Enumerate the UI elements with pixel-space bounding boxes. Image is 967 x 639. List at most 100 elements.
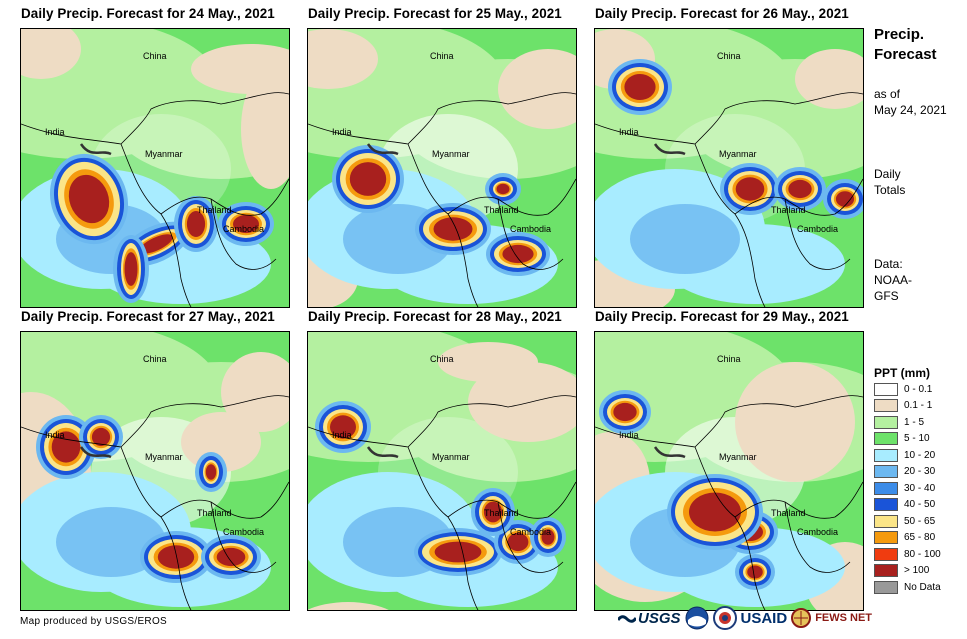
legend-item: 20 - 30 <box>874 464 935 480</box>
map-label-china: China <box>717 51 741 61</box>
legend-swatch <box>874 481 898 495</box>
legend-swatch <box>874 432 898 445</box>
map-label-china: China <box>430 354 454 364</box>
legend-item: 0.1 - 1 <box>874 398 932 414</box>
as-of-text: as of May 24, 2021 <box>874 86 947 118</box>
map-panel-1: Daily Precip. Forecast for 24 May., 2021… <box>20 6 310 308</box>
legend-label: 30 - 40 <box>904 482 936 494</box>
logo-bar: USGS USAID FEWS NET <box>618 606 872 630</box>
gfs-line: GFS <box>874 289 899 303</box>
map-label-cambodia: Cambodia <box>797 224 839 234</box>
precip-field <box>308 29 576 307</box>
credit-text: Map produced by USGS/EROS <box>20 616 168 627</box>
map-label-cambodia: Cambodia <box>510 527 552 537</box>
side-title-line1: Precip. <box>874 26 925 43</box>
fewsnet-logo: FEWS NET <box>815 612 873 624</box>
map-label-thailand: Thailand <box>771 508 806 518</box>
daily-totals-text: Daily Totals <box>874 166 905 198</box>
map-label-thailand: Thailand <box>197 508 232 518</box>
map-label-myanmar: Myanmar <box>719 452 757 462</box>
map-label-myanmar: Myanmar <box>145 452 183 462</box>
legend-swatch <box>874 547 898 561</box>
as-of-date: May 24, 2021 <box>874 103 947 117</box>
forecast-map: China India Myanmar Thailand Cambodia <box>20 331 290 611</box>
map-label-india: India <box>332 127 352 137</box>
map-label-thailand: Thailand <box>771 205 806 215</box>
precip-field <box>308 332 576 610</box>
usgs-wave-icon <box>618 615 636 623</box>
map-label-cambodia: Cambodia <box>797 527 839 537</box>
map-label-myanmar: Myanmar <box>145 149 183 159</box>
forecast-map: China India Myanmar Thailand Cambodia <box>594 28 864 308</box>
map-label-thailand: Thailand <box>197 205 232 215</box>
legend-item: 50 - 65 <box>874 513 935 529</box>
legend-swatch <box>874 415 898 429</box>
map-label-myanmar: Myanmar <box>719 149 757 159</box>
forecast-map: China India Myanmar Thailand Cambodia <box>594 331 864 611</box>
side-title-line2: Forecast <box>874 46 937 63</box>
panel-title: Daily Precip. Forecast for 29 May., 2021 <box>595 309 849 324</box>
forecast-map: China India Myanmar Thailand Cambodia <box>20 28 290 308</box>
legend-item: 40 - 50 <box>874 497 935 513</box>
map-label-china: China <box>717 354 741 364</box>
panel-title: Daily Precip. Forecast for 26 May., 2021 <box>595 6 849 21</box>
forecast-map: China India Myanmar Thailand Cambodia <box>307 331 577 611</box>
legend-label: 50 - 65 <box>904 515 936 527</box>
precip-field <box>21 332 289 610</box>
side-title: Precip. Forecast <box>874 25 937 65</box>
data-source-text: Data: NOAA- GFS <box>874 256 912 304</box>
legend-swatch <box>874 448 898 462</box>
map-panel-3: Daily Precip. Forecast for 26 May., 2021… <box>594 6 884 308</box>
legend-swatch <box>874 580 898 594</box>
legend-item: 5 - 10 <box>874 431 930 447</box>
panel-title: Daily Precip. Forecast for 25 May., 2021 <box>308 6 562 21</box>
map-panel-4: Daily Precip. Forecast for 27 May., 2021… <box>20 309 310 611</box>
legend-swatch <box>874 514 898 528</box>
legend-label: 80 - 100 <box>904 548 941 560</box>
map-label-india: India <box>332 430 352 440</box>
legend-item: > 100 <box>874 563 929 579</box>
seal-icon <box>712 606 737 630</box>
map-panel-5: Daily Precip. Forecast for 28 May., 2021… <box>307 309 597 611</box>
panel-title: Daily Precip. Forecast for 28 May., 2021 <box>308 309 562 324</box>
map-label-india: India <box>45 430 65 440</box>
map-label-china: China <box>430 51 454 61</box>
legend-swatch <box>874 531 898 544</box>
legend-item: 65 - 80 <box>874 530 935 546</box>
map-label-thailand: Thailand <box>484 205 519 215</box>
precip-field <box>21 29 289 307</box>
legend-label: 5 - 10 <box>904 433 930 444</box>
legend-label: No Data <box>904 581 941 593</box>
precip-field <box>595 332 863 610</box>
usaid-logo: USAID <box>740 609 788 627</box>
map-label-india: India <box>45 127 65 137</box>
legend-item: 10 - 20 <box>874 447 935 463</box>
legend-item: 80 - 100 <box>874 546 941 562</box>
legend-label: 10 - 20 <box>904 449 936 461</box>
map-label-india: India <box>619 430 639 440</box>
map-label-india: India <box>619 127 639 137</box>
fews-globe-icon <box>791 608 812 628</box>
forecast-map: China India Myanmar Thailand Cambodia <box>307 28 577 308</box>
legend-item: 1 - 5 <box>874 414 924 430</box>
panel-title: Daily Precip. Forecast for 24 May., 2021 <box>21 6 275 21</box>
legend-label: 65 - 80 <box>904 532 936 543</box>
map-label-thailand: Thailand <box>484 508 519 518</box>
noaa-line: NOAA- <box>874 273 913 287</box>
map-label-cambodia: Cambodia <box>223 224 265 234</box>
daily-line: Daily <box>874 167 901 181</box>
map-label-myanmar: Myanmar <box>432 149 470 159</box>
legend-item: No Data <box>874 579 941 595</box>
map-label-cambodia: Cambodia <box>223 527 265 537</box>
legend-label: 40 - 50 <box>904 499 936 510</box>
map-panel-6: Daily Precip. Forecast for 29 May., 2021… <box>594 309 884 611</box>
map-panel-2: Daily Precip. Forecast for 25 May., 2021… <box>307 6 597 308</box>
legend-label: 0.1 - 1 <box>904 400 933 411</box>
precip-field <box>595 29 863 307</box>
legend-label: 20 - 30 <box>904 466 936 477</box>
usgs-logo: USGS <box>618 610 681 627</box>
map-label-china: China <box>143 51 167 61</box>
legend-label: 0 - 0.1 <box>904 383 933 395</box>
map-label-myanmar: Myanmar <box>432 452 470 462</box>
legend-swatch <box>874 399 898 412</box>
